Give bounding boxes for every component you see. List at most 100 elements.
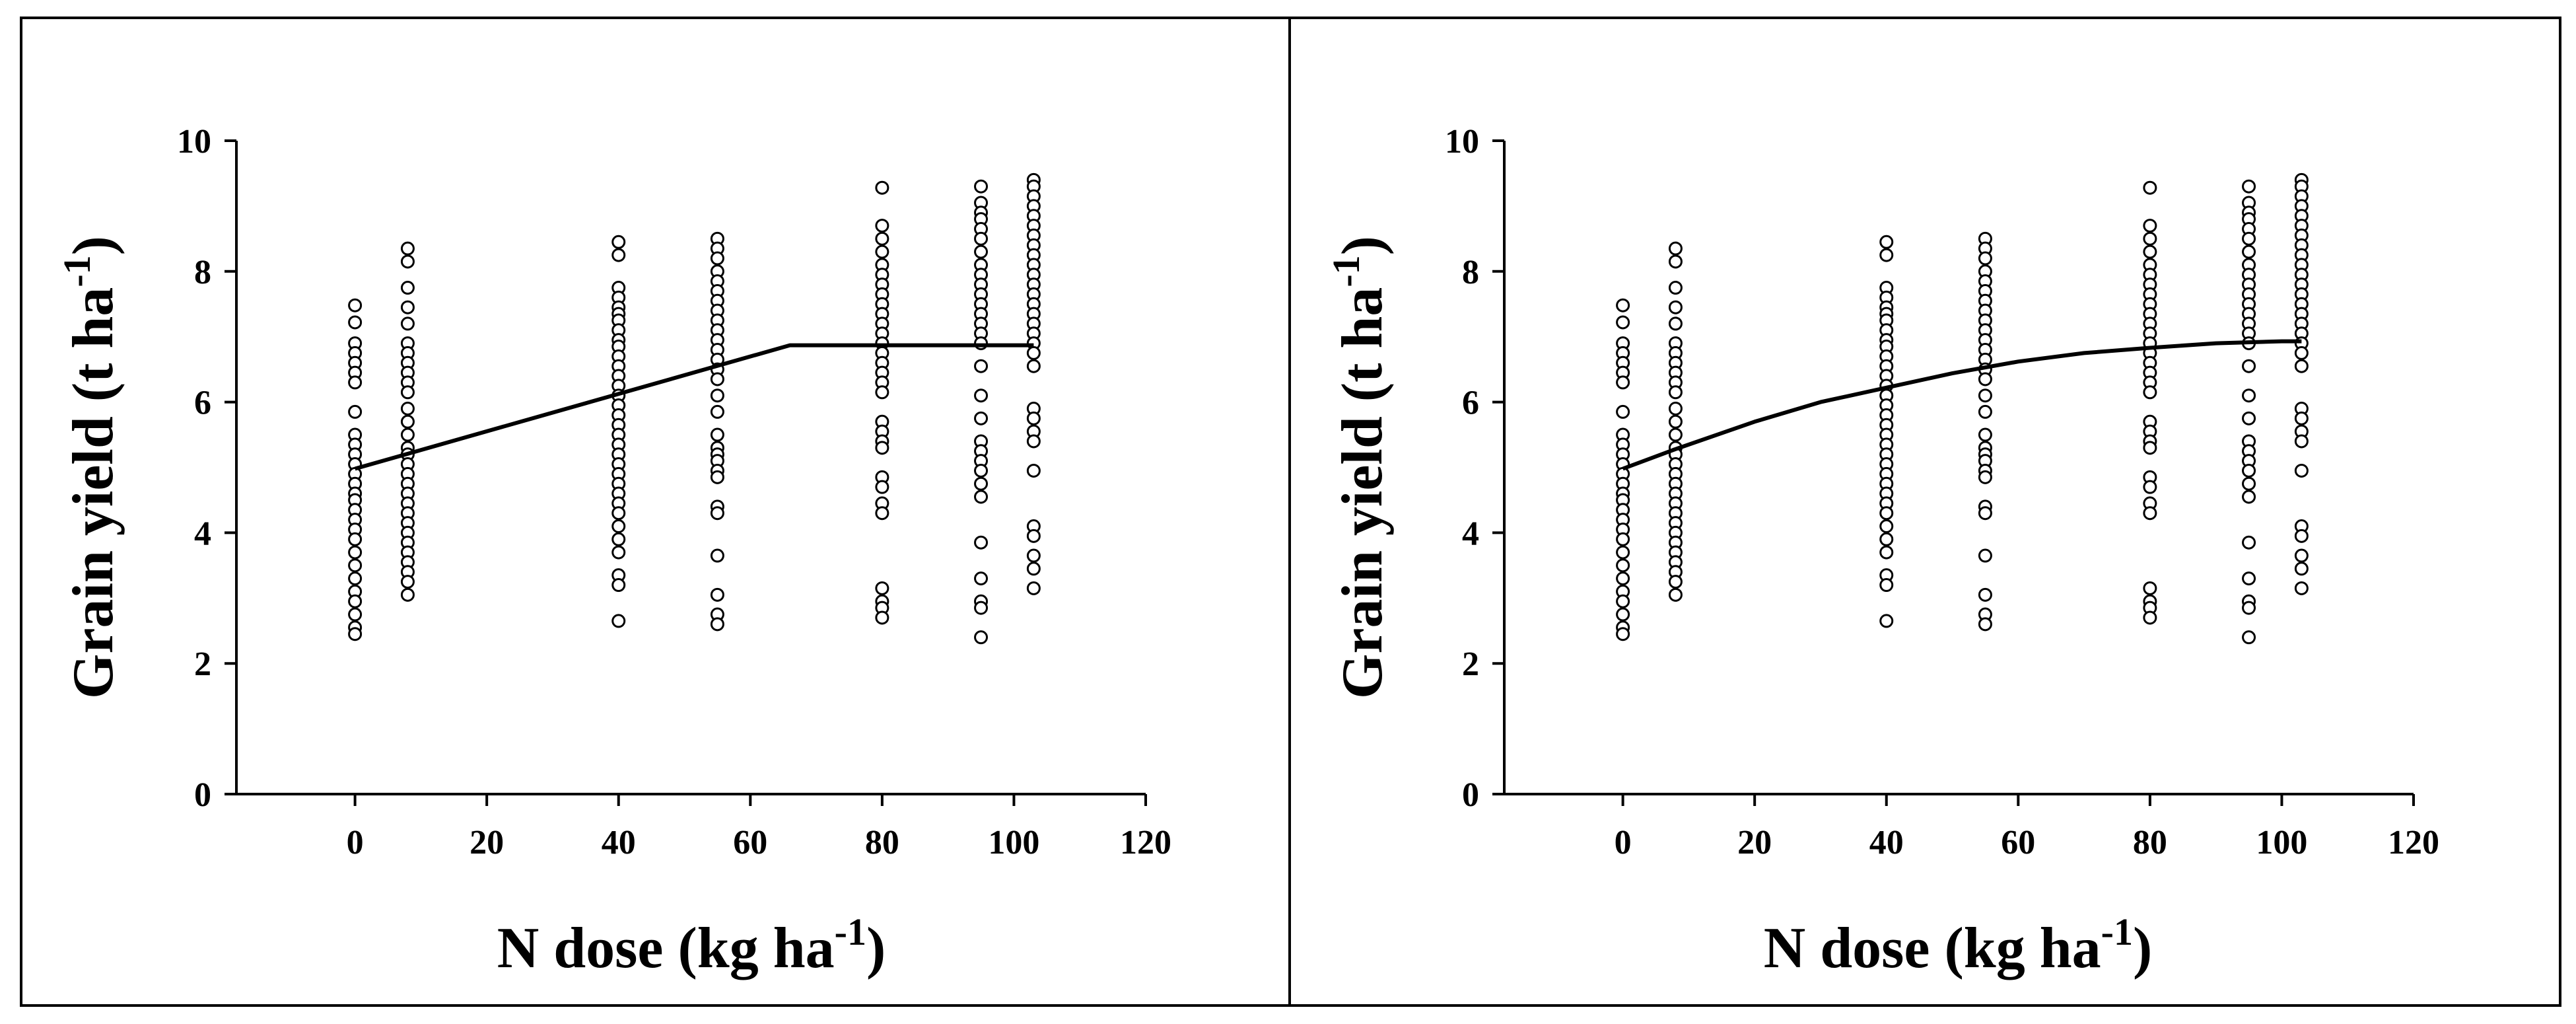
data-point	[1879, 248, 1894, 262]
x-tick-label: 100	[2256, 824, 2307, 861]
data-point	[2294, 359, 2309, 373]
data-point	[1668, 575, 1683, 589]
data-point	[1978, 506, 1992, 521]
data-point	[1668, 401, 1683, 416]
x-tick-label: 0	[347, 824, 364, 861]
data-point	[1668, 587, 1683, 602]
data-point	[2294, 434, 2309, 449]
data-point	[2294, 463, 2309, 478]
data-point	[1026, 463, 1041, 478]
data-point	[1616, 375, 1630, 390]
data-point	[611, 532, 626, 546]
data-point	[611, 545, 626, 560]
data-point	[2143, 610, 2157, 625]
data-point	[1668, 414, 1683, 429]
data-point	[1978, 404, 1992, 419]
data-point	[1026, 346, 1041, 360]
x-tick-label: 80	[2133, 824, 2167, 861]
data-point	[710, 388, 724, 403]
data-point	[1978, 587, 1992, 602]
data-point	[1616, 545, 1630, 560]
data-point	[974, 336, 989, 351]
data-point	[2242, 463, 2256, 478]
data-point	[1668, 427, 1683, 442]
data-point	[875, 506, 889, 521]
data-point	[1616, 558, 1630, 573]
data-point	[348, 532, 363, 546]
data-point	[400, 575, 415, 589]
data-point	[400, 427, 415, 442]
data-point	[2294, 529, 2309, 543]
y-tick-label: 6	[1462, 384, 1479, 422]
data-point	[1978, 372, 1992, 386]
data-point	[400, 281, 415, 295]
x-tick-label: 0	[1615, 824, 1632, 861]
data-point	[974, 244, 989, 259]
data-point	[611, 248, 626, 262]
data-point	[1978, 388, 1992, 403]
data-point	[1616, 594, 1630, 608]
data-point	[875, 244, 889, 259]
data-point	[400, 401, 415, 416]
data-point	[1616, 532, 1630, 546]
data-point	[2242, 490, 2256, 504]
data-point	[1616, 607, 1630, 622]
data-point	[1616, 315, 1630, 330]
data-point	[611, 614, 626, 628]
data-point	[710, 587, 724, 602]
data-point	[1668, 385, 1683, 400]
data-point	[400, 385, 415, 400]
data-point	[1616, 571, 1630, 586]
data-point	[1026, 548, 1041, 563]
data-point	[1668, 254, 1683, 269]
x-tick-label: 20	[1737, 824, 1772, 861]
data-point	[974, 388, 989, 403]
y-axis-label: Grain yield (t ha-1)	[1325, 236, 1395, 699]
data-point	[2242, 359, 2256, 373]
data-point	[2242, 571, 2256, 586]
data-point	[2242, 179, 2256, 194]
x-tick-label: 80	[865, 824, 899, 861]
data-point	[974, 411, 989, 425]
data-point	[2143, 480, 2157, 494]
data-point	[611, 506, 626, 521]
data-point	[400, 300, 415, 314]
data-point	[1978, 617, 1992, 632]
data-point	[1668, 300, 1683, 314]
x-tick-label: 100	[988, 824, 1039, 861]
data-point	[1879, 506, 1894, 521]
data-point	[710, 427, 724, 442]
data-point	[2143, 231, 2157, 246]
data-point	[2143, 244, 2157, 259]
y-axis-label: Grain yield (t ha-1)	[55, 236, 125, 699]
data-point	[1026, 529, 1041, 543]
fit-line	[1622, 339, 2302, 471]
x-tick-label: 40	[602, 824, 636, 861]
data-point	[1879, 578, 1894, 593]
data-point	[348, 558, 363, 573]
data-point	[974, 476, 989, 491]
data-point	[611, 519, 626, 534]
data-point	[710, 506, 724, 521]
data-point	[2294, 581, 2309, 595]
data-point	[2294, 562, 2309, 576]
data-point	[400, 254, 415, 269]
y-tick-label: 0	[194, 776, 211, 814]
data-point	[710, 404, 724, 419]
data-point	[348, 315, 363, 330]
y-tick-label: 6	[194, 384, 211, 422]
x-tick-label: 20	[470, 824, 504, 861]
data-point	[400, 241, 415, 256]
data-point	[1026, 581, 1041, 595]
data-point	[875, 219, 889, 233]
data-point	[974, 359, 989, 373]
data-point	[2242, 535, 2256, 550]
data-point	[1026, 359, 1041, 373]
data-point	[974, 630, 989, 645]
data-point	[348, 545, 363, 560]
data-point	[875, 441, 889, 455]
data-point	[1616, 627, 1630, 641]
data-point	[348, 607, 363, 622]
data-point	[974, 601, 989, 615]
data-point	[2143, 180, 2157, 195]
